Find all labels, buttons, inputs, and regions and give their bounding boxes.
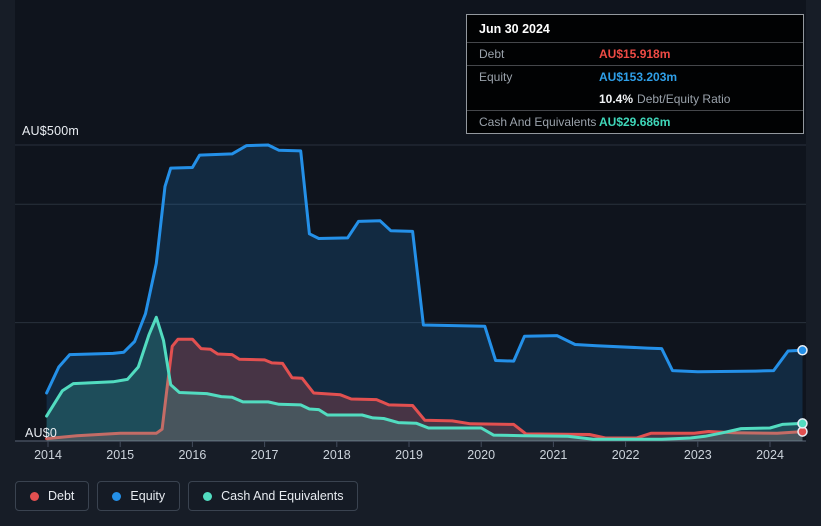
chart-tooltip: Jun 30 2024 Debt AU$15.918m Equity AU$15…: [466, 14, 804, 134]
equity-area: [46, 145, 803, 441]
x-tick-label-2019: 2019: [395, 448, 423, 462]
tooltip-ratio-value: 10.4% Debt/Equity Ratio: [599, 92, 731, 106]
x-tick-label-2022: 2022: [611, 448, 640, 462]
cash-and-equivalents-line[interactable]: [45, 315, 804, 441]
debt-area: [46, 339, 803, 441]
tooltip-debt-row: Debt AU$15.918m: [467, 42, 803, 65]
x-tick-label-2020: 2020: [467, 448, 496, 462]
cash-and-equivalents-area: [46, 317, 803, 441]
tooltip-debt-label: Debt: [479, 47, 505, 61]
cash-and-equivalents-end-dot[interactable]: [797, 418, 808, 429]
tooltip-equity-label: Equity: [479, 70, 513, 84]
x-tick-label-2021: 2021: [539, 448, 568, 462]
tooltip-cash-value: AU$29.686m: [599, 115, 671, 129]
chart-legend: Debt Equity Cash And Equivalents: [15, 481, 359, 511]
equity-end-dot[interactable]: [797, 345, 808, 356]
tooltip-equity-value: AU$153.203m: [599, 70, 678, 84]
x-tick-label-2023: 2023: [683, 448, 712, 462]
tooltip-equity-row: Equity AU$153.203m: [467, 65, 803, 88]
x-tick-label-2014: 2014: [34, 448, 62, 462]
tooltip-debt-value: AU$15.918m: [599, 47, 671, 61]
y-axis-max-label: AU$500m: [22, 124, 79, 138]
y-axis-min-label: AU$0: [25, 426, 58, 440]
x-tick-label-2015: 2015: [106, 448, 135, 462]
legend-item-equity[interactable]: Equity: [97, 481, 181, 511]
equity-legend-dot-icon: [112, 491, 122, 501]
tooltip-cash-label: Cash And Equivalents: [479, 115, 597, 129]
equity-line[interactable]: [45, 143, 804, 395]
tooltip-date: Jun 30 2024: [479, 22, 550, 36]
cash-and-equivalents-legend-dot-icon: [203, 491, 213, 501]
debt-legend-dot-icon: [30, 491, 39, 501]
tooltip-ratio-row: 10.4% Debt/Equity Ratio: [467, 88, 803, 110]
legend-item-cash-and-equivalents[interactable]: Cash And Equivalents: [188, 481, 359, 511]
legend-item-label: Equity: [130, 489, 166, 503]
legend-item-label: Debt: [48, 489, 75, 503]
x-tick-label-2018: 2018: [322, 448, 351, 462]
x-tick-label-2024: 2024: [756, 448, 784, 462]
x-tick-label-2016: 2016: [178, 448, 207, 462]
x-tick-label-2017: 2017: [250, 448, 279, 462]
tooltip-cash-row: Cash And Equivalents AU$29.686m: [467, 110, 803, 133]
legend-item-label: Cash And Equivalents: [221, 489, 344, 503]
legend-item-debt[interactable]: Debt: [15, 481, 90, 511]
